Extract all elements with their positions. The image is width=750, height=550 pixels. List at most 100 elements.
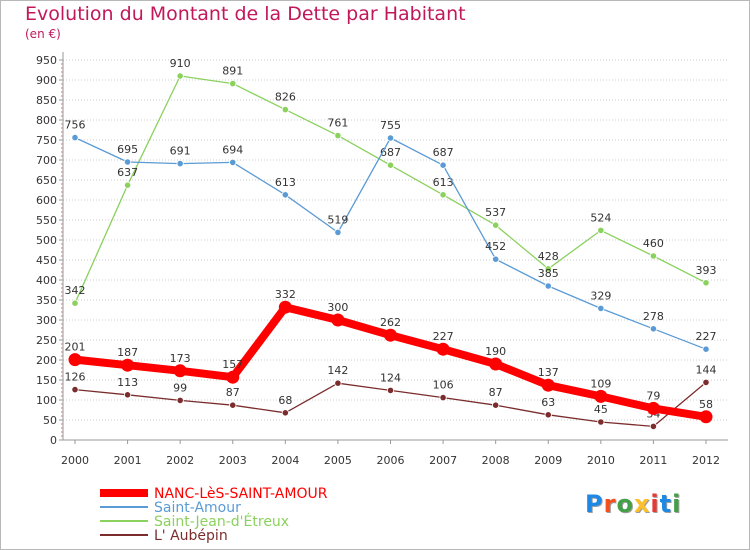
data-label: 910 <box>170 57 191 70</box>
data-point <box>436 342 450 356</box>
logo-letter: r <box>603 490 617 518</box>
data-label: 99 <box>173 381 187 394</box>
data-point <box>597 226 605 234</box>
data-point <box>123 181 132 189</box>
series-saint-amour: 756 695 691 694 613 519 755 687 452 385 329 278 227 <box>65 119 717 353</box>
data-label: 79 <box>646 389 660 402</box>
data-point <box>176 396 184 404</box>
data-point <box>702 279 710 287</box>
data-label: 262 <box>380 316 401 329</box>
x-tick-label: 2003 <box>219 454 247 467</box>
data-label: 694 <box>222 143 243 156</box>
data-point <box>71 385 79 394</box>
y-tick-label: 700 <box>36 154 57 167</box>
logo-letter: x <box>633 490 651 518</box>
x-tick-label: 2007 <box>429 454 457 467</box>
logo-letter: t <box>659 490 673 518</box>
data-label: 157 <box>222 358 243 371</box>
y-tick-label: 900 <box>36 74 57 87</box>
data-label: 524 <box>590 211 611 224</box>
data-label: 63 <box>541 396 555 409</box>
y-tick-label: 400 <box>36 274 57 287</box>
data-point <box>386 161 395 169</box>
legend-label: Saint-Amour <box>154 500 241 516</box>
proxiti-logo: Proxiti <box>585 490 681 518</box>
data-label: 300 <box>327 301 348 314</box>
x-tick-label: 2002 <box>166 454 194 467</box>
logo-letter: i <box>650 490 660 518</box>
y-tick-label: 200 <box>36 354 57 367</box>
x-tick-label: 2012 <box>692 454 720 467</box>
series-l-aub-pin: 12611399876814212410687634534144 <box>65 363 717 430</box>
data-point <box>544 265 552 273</box>
legend-label: Saint-Jean-d'Étreux <box>154 513 289 530</box>
data-label: 519 <box>327 213 348 226</box>
data-label: 58 <box>699 398 713 411</box>
data-point <box>699 410 713 424</box>
data-label: 691 <box>170 145 191 158</box>
data-point <box>489 357 503 371</box>
data-point <box>439 161 447 169</box>
data-point <box>334 132 342 140</box>
data-point <box>492 221 500 229</box>
data-label: 428 <box>538 250 559 263</box>
x-tick-label: 2001 <box>114 454 142 467</box>
data-label: 460 <box>643 237 664 250</box>
logo-letter: o <box>616 490 634 518</box>
y-tick-label: 250 <box>36 334 57 347</box>
data-label: 385 <box>538 267 559 280</box>
data-point <box>594 389 608 403</box>
data-label: 173 <box>170 352 191 365</box>
y-tick-label: 150 <box>36 374 57 387</box>
data-label: 393 <box>696 264 717 277</box>
data-point <box>544 282 552 290</box>
data-point <box>334 379 342 387</box>
data-point <box>226 370 240 384</box>
x-tick-label: 2004 <box>271 454 299 467</box>
data-point <box>71 134 79 142</box>
data-label: 113 <box>117 376 138 389</box>
data-label: 201 <box>65 341 86 354</box>
data-label: 187 <box>117 346 138 359</box>
data-point <box>386 386 395 394</box>
y-tick-label: 50 <box>43 414 57 427</box>
y-tick-label: 650 <box>36 174 57 187</box>
data-point <box>544 411 552 419</box>
x-tick-label: 2005 <box>324 454 352 467</box>
x-tick-label: 2011 <box>639 454 667 467</box>
data-label: 109 <box>590 377 611 390</box>
data-point <box>492 255 500 263</box>
legend-label: NANC-LèS-SAINT-AMOUR <box>154 486 328 502</box>
series-saint-jean-d-treux: 342 637 910 891 826 761 687 613 537 428 524 460 393 <box>65 57 717 307</box>
data-point <box>173 364 187 378</box>
y-tick-label: 350 <box>36 294 57 307</box>
data-label: 826 <box>275 91 296 104</box>
y-tick-label: 800 <box>36 114 57 127</box>
y-tick-label: 750 <box>36 134 57 147</box>
data-label: 45 <box>594 403 608 416</box>
data-label: 227 <box>696 330 717 343</box>
x-tick-label: 2008 <box>482 454 510 467</box>
y-tick-label: 600 <box>36 194 57 207</box>
data-label: 687 <box>380 146 401 159</box>
data-point <box>281 191 289 199</box>
series-nanc-l-s-saint-amour: 201 187 173 157 332 300 262 227 190 137 109 79 58 <box>65 288 713 424</box>
data-point <box>176 160 184 168</box>
y-tick-label: 100 <box>36 394 57 407</box>
x-tick-label: 2006 <box>377 454 405 467</box>
data-point <box>439 191 447 199</box>
data-label: 124 <box>380 371 401 384</box>
data-label: 342 <box>65 284 86 297</box>
data-point <box>281 106 289 114</box>
data-point <box>278 300 292 314</box>
data-point <box>541 378 555 392</box>
y-tick-label: 450 <box>36 254 57 267</box>
chart-title: Evolution du Montant de la Dette par Hab… <box>25 3 466 25</box>
data-label: 695 <box>117 143 138 156</box>
data-point <box>646 401 660 415</box>
data-label: 87 <box>226 386 240 399</box>
data-point <box>331 313 345 327</box>
data-point <box>492 401 500 409</box>
logo-letter: i <box>672 490 682 518</box>
